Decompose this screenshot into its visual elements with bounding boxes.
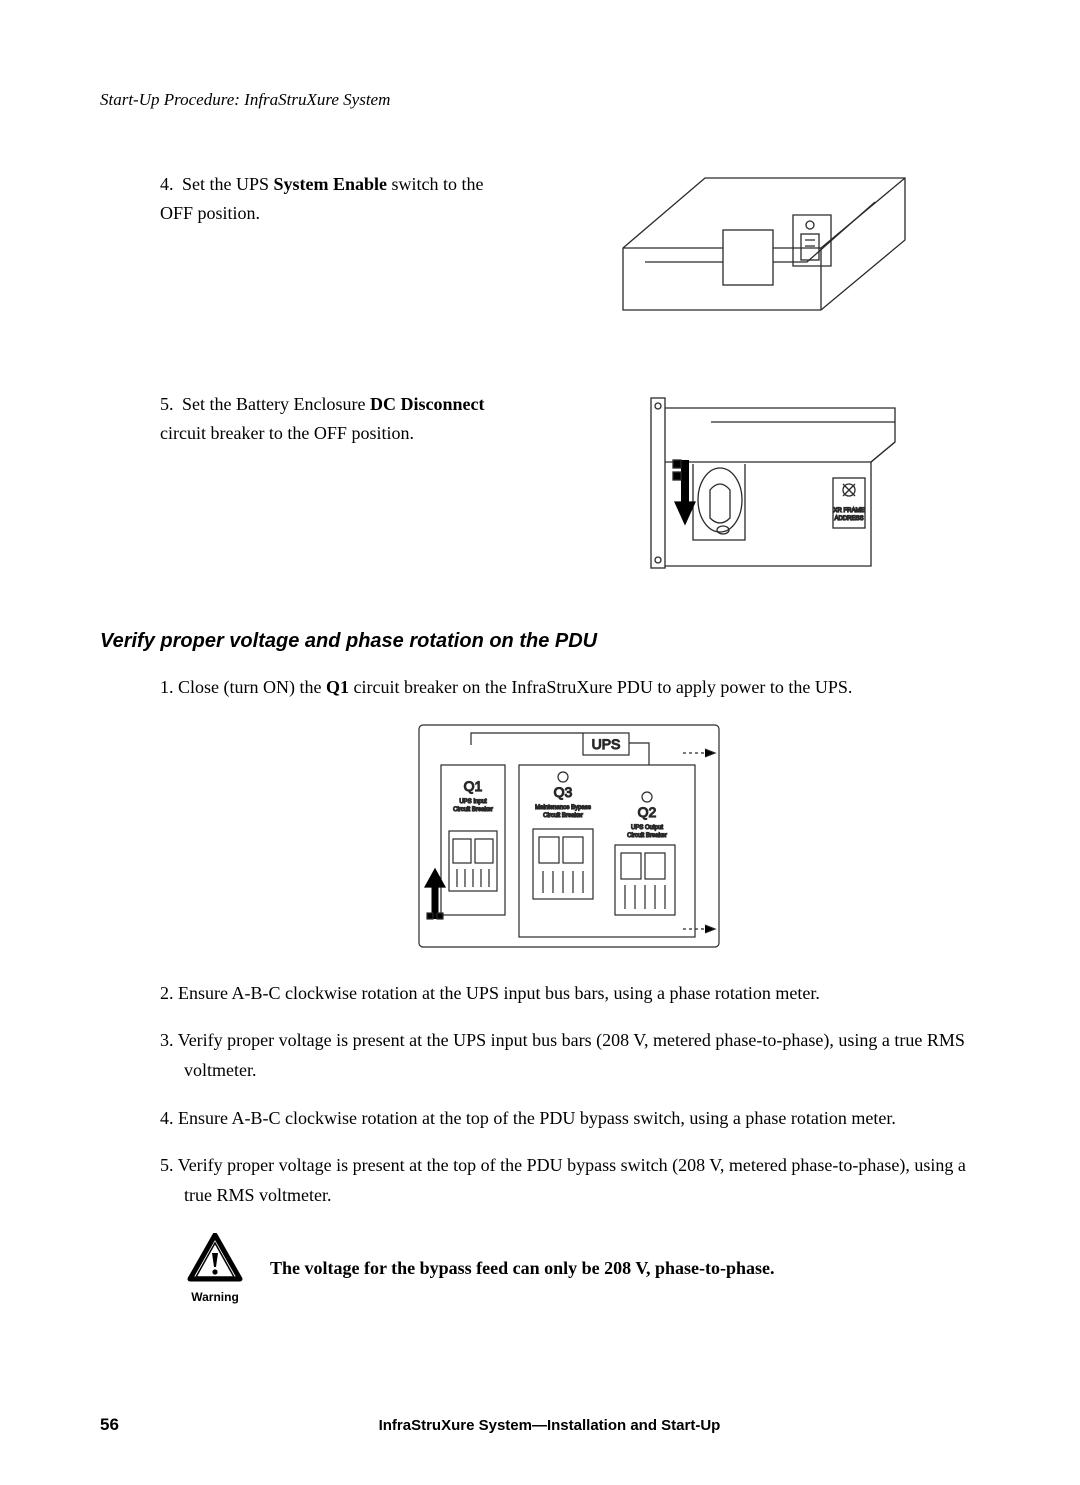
svg-text:Circuit Breaker: Circuit Breaker [543, 813, 583, 819]
page-footer: 56 InfraStruXure System—Installation and… [100, 1415, 980, 1435]
warning-icon [186, 1233, 244, 1283]
dc-disconnect-illustration: XR FRAME ADDRESS [615, 390, 915, 590]
sec-step-4-pre: Ensure A-B-C clockwise rotation at the t… [178, 1108, 896, 1128]
footer-title: InfraStruXure System—Installation and St… [119, 1417, 980, 1434]
svg-text:ADDRESS: ADDRESS [834, 516, 863, 522]
q-breaker-diagram: UPS Q1 UPS Input Circuit Breaker [160, 721, 980, 951]
section-content: 1. Close (turn ON) the Q1 circuit breake… [100, 673, 980, 1304]
step-5-row: 5.Set the Battery Enclosure DC Disconnec… [100, 390, 980, 590]
sec-step-5-num: 5. [160, 1155, 174, 1175]
warning-icon-wrap: Warning [180, 1233, 250, 1304]
sec-step-3: 3. Verify proper voltage is present at t… [160, 1026, 980, 1085]
step-4-pre: Set the UPS [182, 174, 274, 194]
svg-text:Q2: Q2 [638, 804, 657, 820]
step-5-bold: DC Disconnect [370, 394, 485, 414]
step-5-num: 5. [160, 390, 182, 419]
sec-step-3-num: 3. [160, 1030, 174, 1050]
sec-step-1-post: circuit breaker on the InfraStruXure PDU… [349, 677, 852, 697]
page-number: 56 [100, 1415, 119, 1435]
step-4-row: 4.Set the UPS System Enable switch to th… [100, 170, 980, 360]
sec-step-1-bold: Q1 [326, 677, 349, 697]
warning-label: Warning [180, 1290, 250, 1304]
step-5-text: 5.Set the Battery Enclosure DC Disconnec… [100, 390, 520, 448]
warning-callout: Warning The voltage for the bypass feed … [160, 1233, 980, 1304]
step-4-text: 4.Set the UPS System Enable switch to th… [100, 170, 520, 228]
svg-text:Q1: Q1 [464, 778, 483, 794]
svg-text:Circuit Breaker: Circuit Breaker [453, 807, 493, 813]
sec-step-4-num: 4. [160, 1108, 174, 1128]
system-enable-switch-illustration [615, 170, 915, 360]
step-5-post: circuit breaker to the OFF position. [160, 423, 414, 443]
svg-text:Circuit Breaker: Circuit Breaker [627, 833, 667, 839]
sec-step-5: 5. Verify proper voltage is present at t… [160, 1151, 980, 1210]
sec-step-1-pre: Close (turn ON) the [178, 677, 326, 697]
svg-text:Maintenance Bypass: Maintenance Bypass [535, 805, 591, 811]
sec-step-5-pre: Verify proper voltage is present at the … [178, 1155, 966, 1205]
step-4-bold: System Enable [274, 174, 388, 194]
step-4-figure [520, 170, 980, 360]
step-5-pre: Set the Battery Enclosure [182, 394, 370, 414]
warning-text: The voltage for the bypass feed can only… [270, 1258, 775, 1279]
sec-step-1: 1. Close (turn ON) the Q1 circuit breake… [160, 673, 980, 703]
step-4-num: 4. [160, 170, 182, 199]
sec-step-2-num: 2. [160, 983, 174, 1003]
step-5-figure: XR FRAME ADDRESS [520, 390, 980, 590]
svg-text:Q3: Q3 [554, 784, 573, 800]
sec-step-4: 4. Ensure A-B-C clockwise rotation at th… [160, 1104, 980, 1134]
sec-step-1-num: 1. [160, 677, 174, 697]
svg-text:UPS Input: UPS Input [459, 799, 487, 805]
sec-step-3-pre: Verify proper voltage is present at the … [178, 1030, 965, 1080]
q-breaker-svg: UPS Q1 UPS Input Circuit Breaker [415, 721, 725, 951]
ups-label: UPS [592, 736, 621, 752]
svg-text:UPS Output: UPS Output [631, 825, 663, 831]
sec-step-2-pre: Ensure A-B-C clockwise rotation at the U… [178, 983, 820, 1003]
sec-step-2: 2. Ensure A-B-C clockwise rotation at th… [160, 979, 980, 1009]
section-heading: Verify proper voltage and phase rotation… [100, 630, 980, 653]
running-header: Start-Up Procedure: InfraStruXure System [100, 90, 980, 110]
svg-text:XR FRAME: XR FRAME [833, 508, 864, 514]
